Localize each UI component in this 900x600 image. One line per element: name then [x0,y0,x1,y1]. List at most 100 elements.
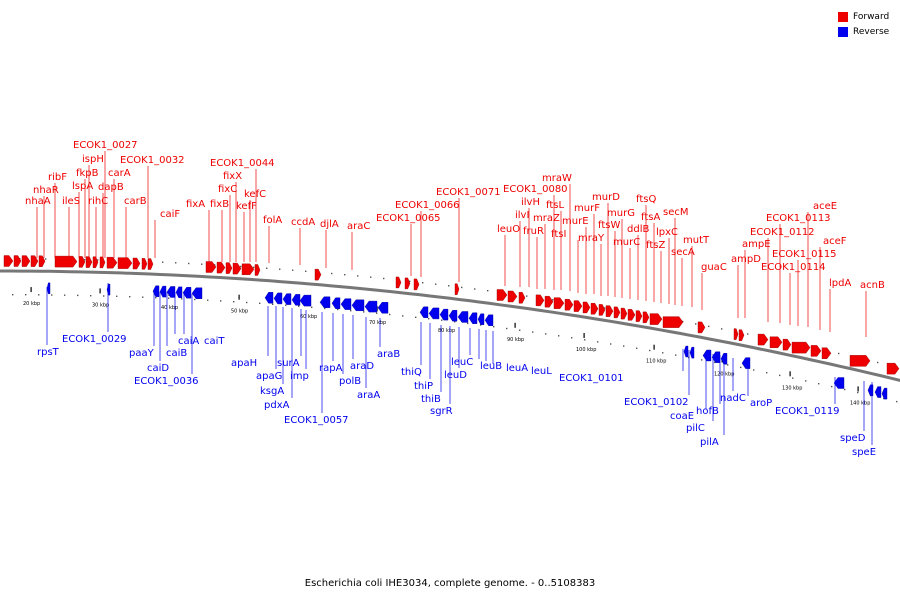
gene-arrow [273,292,283,305]
gene-arrow [225,262,233,274]
gene-label-ECOK1_0114: ECOK1_0114 [761,262,826,273]
gene-arrow [106,283,111,296]
gene-label-coaE: coaE [670,411,694,422]
gene-arrow [507,290,518,303]
gene-label-pdxA: pdxA [264,400,290,411]
gene-label-folA: folA [263,215,282,226]
gene-label-fixX: fixX [223,171,242,182]
gene-label-ECOK1_0112: ECOK1_0112 [750,227,815,238]
gene-label-leuC: leuC [451,357,473,368]
gene-label-ftsA: ftsA [641,212,660,223]
gene-label-ftsL: ftsL [546,200,564,211]
gene-label-fruR: fruR [523,226,544,237]
gene-arrow [833,377,845,389]
gene-label-thiP: thiP [414,381,433,392]
gene-label-aceE: aceE [813,201,837,212]
gene-label-ispH: ispH [82,154,104,165]
gene-label-lpxC: lpxC [656,227,678,238]
gene-label-thiB: thiB [421,394,441,405]
gene-arrow [175,286,183,299]
gene-label-ECOK1_0044: ECOK1_0044 [210,158,275,169]
gene-arrow [697,321,706,334]
gene-arrow [642,311,650,324]
gene-arrow [518,292,526,304]
gene-arrow [46,282,51,295]
tick-label: 60 kbp [300,314,317,320]
gene-arrow [241,263,255,276]
tick-label: 80 kbp [438,328,455,334]
gene-arrow [821,347,832,359]
gene-label-ECOK1_0065: ECOK1_0065 [376,213,441,224]
gene-arrow [331,297,341,309]
tick-label: 20 kbp [23,301,40,307]
gene-label-ECOK1_0027: ECOK1_0027 [73,140,138,151]
genome-caption: Escherichia coli IHE3034, complete genom… [304,578,596,589]
gene-arrow [141,258,148,270]
gene-label-mraY: mraY [578,233,605,244]
gene-arrow [340,298,352,310]
gene-arrow [205,261,217,273]
gene-arrow [738,329,745,341]
gene-label-caiD: caiD [147,363,169,374]
gene-arrow [689,346,695,359]
gene-label-murE: murE [562,216,589,227]
gene-arrow [428,307,440,320]
gene-arrow [535,294,545,307]
gene-arrow [299,294,312,307]
legend-reverse: Reverse [838,24,889,39]
gene-label-ECOK1_0057: ECOK1_0057 [284,415,349,426]
gene-label-ECOK1_0113: ECOK1_0113 [766,213,831,224]
gene-label-caiA: caiA [178,336,199,347]
gene-arrow [159,285,167,298]
gene-label-murF: murF [574,203,600,214]
gene-arrow [468,312,478,324]
gene-arrow [413,278,420,291]
gene-arrow [791,341,811,354]
gene-arrow [702,349,712,362]
gene-label-ECOK1_0102: ECOK1_0102 [624,397,689,408]
gene-arrow [544,295,554,308]
gene-arrow [291,294,301,306]
gene-label-mraZ: mraZ [533,213,560,224]
gene-arrow [254,264,261,276]
gene-arrow [30,255,39,267]
gene-label-ftsI: ftsI [551,229,566,240]
gene-label-ccdA: ccdA [291,217,315,228]
gene-label-ECOK1_0080: ECOK1_0080 [503,184,568,195]
gene-label-ampE: ampE [742,239,771,250]
gene-label-aceF: aceF [823,236,847,247]
gene-label-caiF: caiF [160,209,180,220]
gene-arrow [85,256,93,268]
gene-label-ECOK1_0115: ECOK1_0115 [772,249,837,260]
gene-arrow [782,338,792,351]
gene-arrow [78,256,86,268]
gene-label-ribF: ribF [48,172,67,183]
gene-label-acnB: acnB [860,280,885,291]
gene-arrow [439,308,449,321]
gene-label-kefC: kefC [244,189,266,200]
gene-arrow [99,256,106,269]
gene-label-pilA: pilA [700,437,719,448]
gene-arrow [627,309,636,321]
gene-arrow [419,306,429,318]
gene-label-leuO: leuO [497,224,520,235]
gene-label-carA: carA [108,168,131,179]
gene-label-secA: secA [671,247,695,258]
tick-label: 70 kbp [369,320,386,326]
gene-label-paaY: paaY [129,348,155,359]
gene-arrow [582,301,591,314]
gene-arrow [21,255,31,267]
gene-arrow [319,296,331,308]
gene-label-thiQ: thiQ [401,367,422,378]
tick-label: 110 kbp [646,359,666,365]
gene-arrow [620,307,628,320]
gene-arrow [477,313,485,325]
gene-arrow [590,303,599,315]
gene-arrow [448,310,458,322]
gene-arrow [92,256,99,268]
gene-label-apaG: apaG [256,371,282,382]
gene-arrow [377,302,389,314]
